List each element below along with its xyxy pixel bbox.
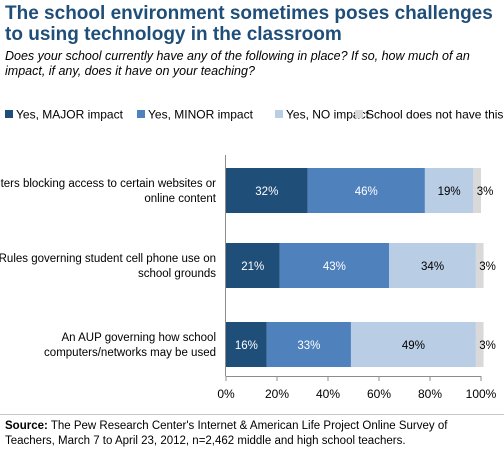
bar-segment-2-2 <box>279 243 390 288</box>
data-label-2-3: 34% <box>421 261 444 273</box>
legend-label-1: Yes, MAJOR impact <box>16 108 124 122</box>
bar-segment-3-3 <box>350 322 476 367</box>
source-label: Source: <box>5 420 48 432</box>
footer-divider <box>0 414 504 415</box>
x-tick-label-5: 80% <box>418 387 442 401</box>
legend-swatch-1 <box>5 110 13 118</box>
x-tick-label-2: 20% <box>265 387 289 401</box>
bar-segment-1-1 <box>226 168 308 213</box>
legend-swatch-4 <box>355 110 363 118</box>
data-label-1-1: 32% <box>255 186 278 198</box>
data-label-2-1: 21% <box>241 261 264 273</box>
bar-segment-2-1 <box>226 243 280 288</box>
category-label-2-line-1: Rules governing student cell phone use o… <box>0 253 216 265</box>
source-note: Source: The Pew Research Center's Intern… <box>5 419 500 449</box>
data-label-2-4: 3% <box>479 261 496 273</box>
category-label-2-line-2: school grounds <box>138 268 216 280</box>
bar-segment-3-2 <box>266 322 351 367</box>
chart-title: The school environment sometimes poses c… <box>5 3 493 45</box>
data-label-1-2: 46% <box>355 186 378 198</box>
x-tick-label-6: 100% <box>466 387 497 401</box>
data-label-1-3: 19% <box>438 186 461 198</box>
source-text: The Pew Research Center's Internet & Ame… <box>5 420 448 447</box>
bar-segment-1-4 <box>473 168 481 213</box>
legend-swatch-3 <box>275 110 283 118</box>
bar-segment-1-2 <box>307 168 425 213</box>
legend-label-4: School does not have this <box>366 108 503 122</box>
x-tick-label-1: 0% <box>217 387 235 401</box>
x-tick-label-4: 60% <box>367 387 391 401</box>
bar-segment-3-4 <box>475 322 484 367</box>
legend-swatch-2 <box>137 110 145 118</box>
category-label-1-line-2: online content <box>144 193 216 205</box>
bar-segment-2-3 <box>389 243 476 288</box>
data-label-3-4: 3% <box>479 340 496 352</box>
legend-label-2: Yes, MINOR impact <box>148 108 254 122</box>
data-label-2-2: 43% <box>323 261 346 273</box>
data-label-3-3: 49% <box>402 340 425 352</box>
x-tick-label-3: 40% <box>316 387 340 401</box>
category-label-1-line-1: Filters blocking access to certain websi… <box>0 178 216 190</box>
legend-label-3: Yes, NO impact <box>286 108 370 122</box>
bar-segment-3-1 <box>226 322 267 367</box>
data-label-1-4: 3% <box>477 186 494 198</box>
bar-segment-2-4 <box>475 243 484 288</box>
data-label-3-1: 16% <box>235 340 258 352</box>
category-label-3-line-2: computers/networks may be used <box>44 347 216 359</box>
chart-subtitle: Does your school currently have any of t… <box>5 49 470 78</box>
category-label-3-line-1: An AUP governing how school <box>62 332 217 344</box>
data-label-3-2: 33% <box>297 340 320 352</box>
bar-segment-1-3 <box>424 168 474 213</box>
